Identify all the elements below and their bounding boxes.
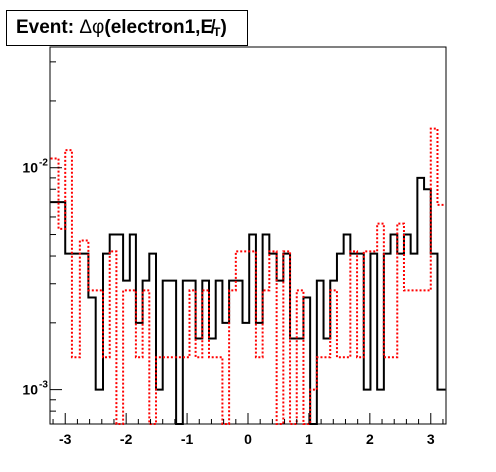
y-tick-label-exponent: -2 bbox=[39, 158, 48, 169]
y-tick-label: 10 bbox=[22, 382, 38, 398]
chart-title: Event: Δφ(electron1,E̸T) bbox=[6, 10, 248, 46]
title-body: (electron1, bbox=[104, 17, 201, 38]
axis-tick-labels: -3 -2 -1 0 1 2 310-210-3 bbox=[22, 158, 434, 447]
title-met: E̸ bbox=[200, 17, 214, 38]
title-prefix: Event: bbox=[16, 17, 80, 38]
histogram-series-1 bbox=[50, 176, 446, 425]
x-tick-label: 1 bbox=[305, 431, 313, 447]
x-tick-label: 2 bbox=[366, 431, 374, 447]
title-met-subscript: T bbox=[213, 25, 221, 39]
axis-ticks bbox=[50, 61, 444, 425]
title-delta-phi: Δφ bbox=[79, 17, 105, 38]
series-layer bbox=[50, 127, 446, 425]
x-tick-label: 0 bbox=[244, 431, 252, 447]
x-tick-label: -1 bbox=[181, 431, 194, 447]
x-tick-label: 3 bbox=[427, 431, 435, 447]
x-tick-label: -2 bbox=[120, 431, 133, 447]
y-tick-label: 10 bbox=[22, 160, 38, 176]
title-suffix: ) bbox=[220, 17, 227, 38]
histogram-series-2 bbox=[50, 127, 446, 425]
x-tick-label: -3 bbox=[59, 431, 72, 447]
y-tick-label-exponent: -3 bbox=[39, 380, 48, 391]
